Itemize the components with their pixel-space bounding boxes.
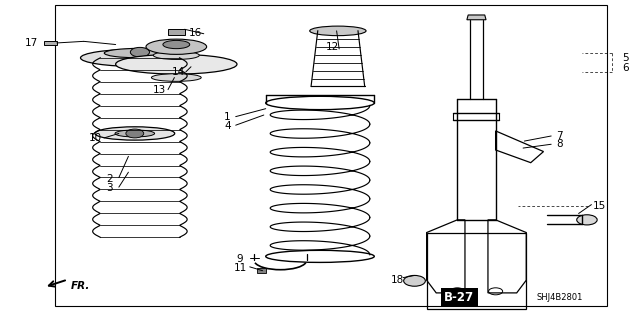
Ellipse shape [95, 127, 175, 140]
Ellipse shape [146, 39, 207, 54]
Ellipse shape [81, 49, 199, 67]
Ellipse shape [154, 51, 199, 59]
Bar [168, 29, 184, 35]
Ellipse shape [115, 130, 155, 137]
Text: 10: 10 [89, 133, 102, 143]
Text: 7: 7 [556, 131, 563, 141]
Circle shape [126, 129, 144, 138]
Circle shape [131, 48, 150, 57]
Text: 17: 17 [25, 38, 38, 48]
Ellipse shape [116, 54, 237, 74]
Bar [257, 268, 266, 273]
Text: 13: 13 [152, 85, 166, 95]
Circle shape [404, 275, 426, 286]
Text: 16: 16 [189, 28, 202, 38]
Text: 1: 1 [224, 112, 230, 122]
Polygon shape [467, 15, 486, 20]
Ellipse shape [163, 41, 189, 49]
Ellipse shape [152, 74, 201, 81]
Text: 4: 4 [224, 121, 230, 131]
Bar [55, 5, 607, 306]
Ellipse shape [310, 26, 366, 36]
Text: 11: 11 [234, 263, 247, 273]
Text: 6: 6 [622, 63, 628, 73]
Text: 14: 14 [172, 67, 185, 77]
Text: 3: 3 [106, 183, 113, 193]
Text: SHJ4B2801: SHJ4B2801 [536, 293, 582, 302]
Circle shape [577, 215, 597, 225]
Text: 9: 9 [237, 254, 243, 263]
Text: 5: 5 [622, 53, 628, 63]
Text: 2: 2 [106, 174, 113, 183]
Text: 8: 8 [556, 139, 563, 149]
Text: 12: 12 [326, 42, 339, 52]
Bar [44, 41, 57, 45]
Text: B-27: B-27 [444, 291, 474, 304]
Text: 15: 15 [593, 201, 606, 211]
Text: 18: 18 [391, 275, 404, 285]
Text: FR.: FR. [71, 281, 90, 291]
Ellipse shape [104, 48, 175, 58]
